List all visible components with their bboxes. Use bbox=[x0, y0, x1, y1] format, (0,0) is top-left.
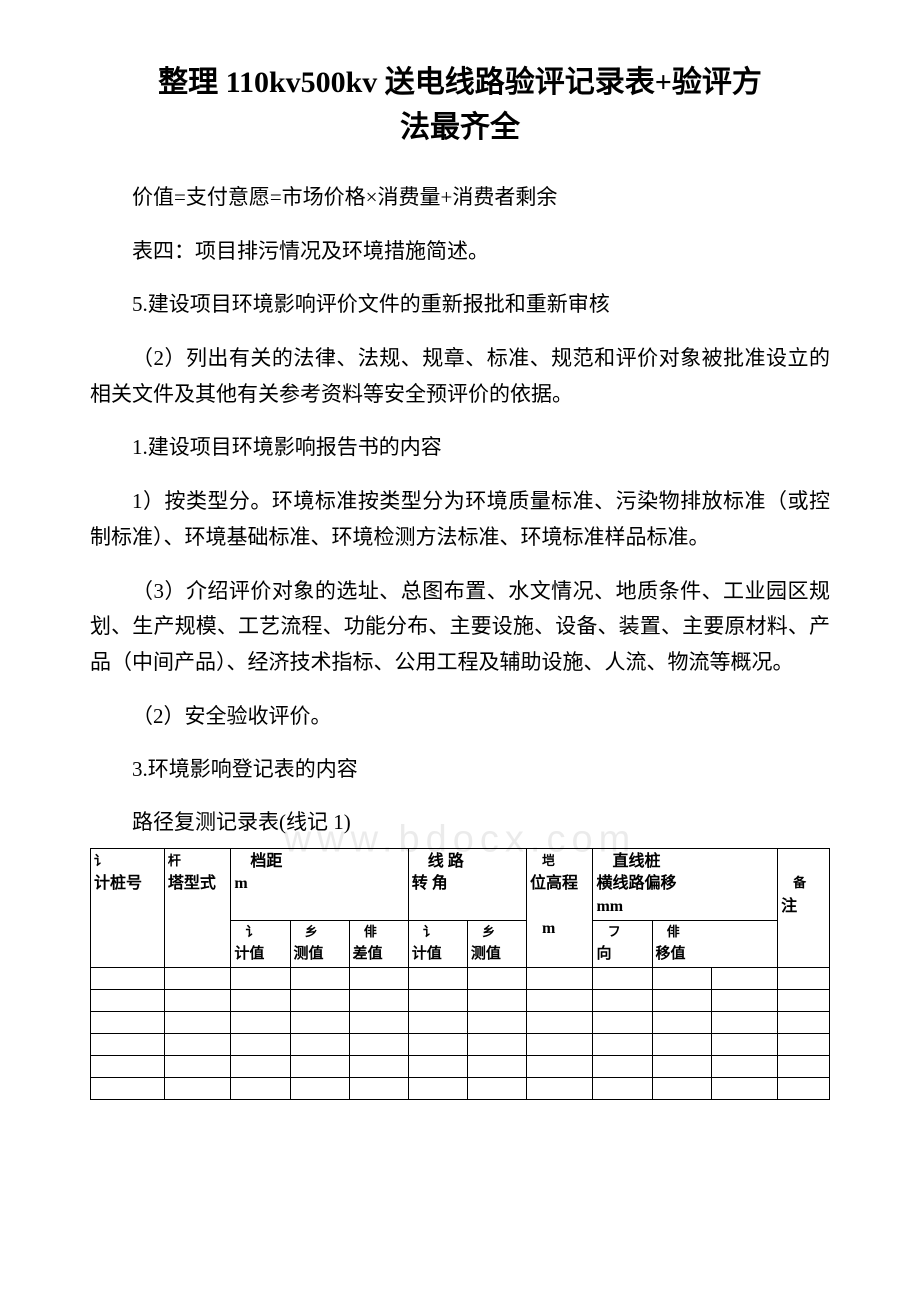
paragraph: 1.建设项目环境影响报告书的内容 bbox=[90, 430, 830, 466]
record-table: 讠 计桩号 杆 塔型式 档距 m 线 路 转 角 垲 位高程 m bbox=[90, 848, 830, 1100]
th-measured-val-2: 乡 测值 bbox=[467, 921, 526, 968]
th-design-val-2: 讠 计值 bbox=[408, 921, 467, 968]
title-line-2: 法最齐全 bbox=[400, 111, 520, 144]
page-title: 整理 110kv500kv 送电线路验评记录表+验评方 法最齐全 bbox=[90, 60, 830, 150]
paragraph: （3）介绍评价对象的选址、总图布置、水文情况、地质条件、工业园区规划、生产规模、… bbox=[90, 574, 830, 681]
th-direction: フ 向 bbox=[593, 921, 652, 968]
paragraph: （2）安全验收评价。 bbox=[90, 699, 830, 735]
paragraph: （2）列出有关的法律、法规、规章、标准、规范和评价对象被批准设立的相关文件及其他… bbox=[90, 341, 830, 412]
paragraph: 价值=支付意愿=市场价格×消费量+消费者剩余 bbox=[90, 180, 830, 216]
paragraph: 5.建设项目环境影响评价文件的重新报批和重新审核 bbox=[90, 287, 830, 323]
th-offset-val: 俳 移值 bbox=[652, 921, 778, 968]
th-span-group: 档距 m bbox=[231, 848, 408, 920]
table-body bbox=[91, 968, 830, 1100]
title-line-1: 整理 110kv500kv 送电线路验评记录表+验评方 bbox=[158, 66, 762, 99]
th-elevation: 垲 位高程 m bbox=[526, 848, 593, 967]
th-diff-val: 俳 差值 bbox=[349, 921, 408, 968]
paragraph: 3.环境影响登记表的内容 bbox=[90, 752, 830, 788]
paragraph: 1）按类型分。环境标准按类型分为环境质量标准、污染物排放标准（或控制标准）、环境… bbox=[90, 484, 830, 555]
th-pile-no: 讠 计桩号 bbox=[91, 848, 165, 967]
th-remark: 备 注 bbox=[778, 848, 830, 967]
table-row bbox=[91, 990, 830, 1012]
table-row bbox=[91, 968, 830, 990]
table-row bbox=[91, 1034, 830, 1056]
th-design-val: 讠 计值 bbox=[231, 921, 290, 968]
table-row bbox=[91, 1012, 830, 1034]
th-measured-val: 乡 测值 bbox=[290, 921, 349, 968]
th-line-angle-group: 线 路 转 角 bbox=[408, 848, 526, 920]
th-tower-type: 杆 塔型式 bbox=[164, 848, 231, 967]
table-row bbox=[91, 1078, 830, 1100]
table-caption: 路径复测记录表(线记 1) bbox=[90, 806, 830, 836]
paragraph: 表四：项目排污情况及环境措施简述。 bbox=[90, 234, 830, 270]
table-row bbox=[91, 1056, 830, 1078]
th-offset-group: 直线桩 横线路偏移 mm bbox=[593, 848, 778, 920]
